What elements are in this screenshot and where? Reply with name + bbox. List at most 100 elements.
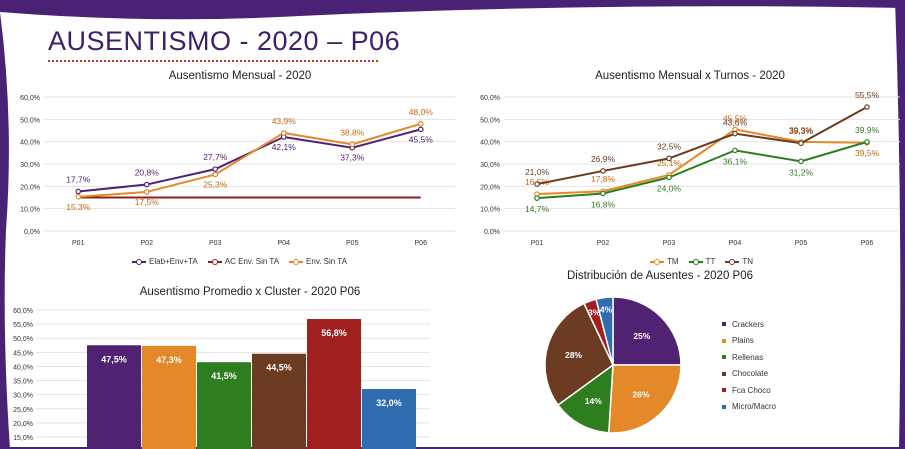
legend-swatch [688, 258, 703, 265]
data-label: 27,7% [203, 152, 228, 162]
data-point [600, 168, 606, 174]
legend-item: Chocolate [722, 366, 776, 383]
data-point [349, 141, 356, 148]
bar-label: 47,5% [101, 354, 127, 364]
legend-item: AC Env. Sin TA [207, 257, 279, 266]
data-label: 43,9% [272, 116, 297, 126]
y-tick-label: 60,0% [13, 308, 33, 315]
data-label: 32,5% [657, 141, 682, 151]
data-label: 38,8% [340, 127, 365, 137]
y-tick-label: 0,0% [24, 229, 40, 236]
y-tick-label: 50,0% [20, 117, 40, 124]
page-title: AUSENTISMO - 2020 – P06 [48, 26, 401, 56]
x-tick-label: P02 [597, 240, 610, 247]
legend-distribucion: Crackers Plains Rellenas Chocolate Fca Choco… [722, 316, 776, 415]
legend-label: TN [742, 257, 754, 266]
data-label: 45,5% [723, 113, 748, 123]
legend-label: Rellenas [732, 352, 764, 362]
y-tick-label: 30,0% [20, 162, 40, 169]
y-tick-label: 45,0% [13, 350, 33, 357]
legend-item: Fca Choco [722, 382, 776, 399]
bar [197, 362, 251, 449]
pie-slice [556, 363, 614, 434]
data-label: 45,5% [409, 134, 434, 144]
y-tick-label: 60,0% [480, 95, 500, 102]
legend-swatch [722, 371, 726, 376]
bar-label: 56,8% [321, 328, 347, 338]
series-line [536, 128, 868, 196]
data-point [417, 120, 424, 127]
data-label: 25,3% [203, 179, 228, 189]
bar-label: 41,5% [211, 371, 237, 381]
series-line [536, 106, 868, 186]
legend-label: Plains [732, 336, 754, 346]
legend-item: Plains [722, 333, 776, 350]
chart-title-turnos: Ausentismo Mensual x Turnos - 2020 [595, 70, 785, 82]
pie-label: 3% [588, 308, 601, 318]
data-label: 20,8% [135, 168, 160, 178]
data-label: 16,8% [591, 199, 616, 209]
legend-swatch [650, 258, 664, 265]
data-point [864, 139, 870, 145]
bar [142, 345, 196, 449]
y-tick-label: 25,0% [13, 407, 33, 414]
data-label: 17,7% [66, 174, 91, 184]
data-label: 39,5% [855, 148, 880, 158]
y-tick-label: 10,0% [480, 207, 500, 214]
chart-turnos: 0,0% 10,0% 20,0% 30,0% 40,0% 50,0% 60,0% P01 P02… [480, 90, 900, 247]
data-label: 36,1% [723, 156, 748, 166]
data-label: 24,0% [657, 183, 682, 193]
y-tick-label: 60,0% [20, 95, 40, 102]
data-point [732, 130, 738, 137]
legend-swatch [722, 404, 726, 409]
legend-swatch [132, 258, 146, 265]
x-tick-label: P05 [795, 240, 808, 247]
legend-label: Chocolate [732, 369, 769, 379]
legend-label: Fca Choco [732, 385, 771, 395]
x-tick-label: P03 [209, 240, 222, 247]
x-tick-label: P04 [278, 240, 291, 247]
chart-cluster: 15,0% 20,0% 25,0% 30,0% 35,0% 40,0% 45,0% 50,0%… [13, 308, 430, 449]
data-point [534, 181, 540, 187]
x-tick-label: P02 [141, 240, 154, 247]
y-tick-label: 35,0% [13, 379, 33, 386]
x-tick-label: P01 [72, 240, 85, 247]
legend-label: Env. Sin TA [306, 257, 347, 266]
x-tick-label: P05 [346, 240, 359, 247]
chart-distribucion: 25% 26% 14% 28% 3% 4% [544, 296, 682, 434]
data-label: 21,0% [525, 167, 550, 177]
legend-swatch [722, 322, 726, 327]
data-label: 26,9% [591, 154, 616, 164]
bar-label: 47,3% [156, 355, 182, 365]
data-point [732, 147, 738, 154]
data-label: 48,0% [409, 107, 434, 117]
y-tick-label: 0,0% [484, 229, 500, 236]
chart-title-distribucion: Distribución de Ausentes - 2020 P06 [566, 270, 754, 282]
y-tick-label: 20,0% [20, 184, 40, 191]
data-point [212, 166, 219, 172]
legend-turnos: TM TT TN [650, 257, 753, 266]
bar-label: 32,0% [376, 398, 402, 408]
data-point [666, 155, 672, 162]
legend-label: Elab+Env+TA [149, 257, 198, 266]
pie-label: 25% [633, 331, 650, 341]
data-label: 17,5% [135, 197, 160, 207]
data-point [798, 158, 804, 165]
legend-label: Micro/Macro [732, 402, 777, 412]
y-tick-label: 10,0% [20, 207, 40, 214]
y-tick-label: 30,0% [480, 162, 500, 169]
data-label: 37,3% [340, 153, 365, 163]
legend-item: Micro/Macro [722, 399, 776, 416]
data-label: 17,8% [591, 174, 616, 184]
legend-swatch [722, 338, 726, 343]
x-tick-label: P06 [861, 240, 874, 247]
data-point [75, 188, 82, 195]
y-tick-label: 20,0% [13, 421, 33, 428]
legend-item: Env. Sin TA [289, 257, 347, 266]
series-line [78, 122, 422, 198]
data-point [798, 140, 804, 147]
data-label: 55,5% [855, 90, 880, 100]
legend-swatch [289, 258, 304, 265]
pie-slice [612, 296, 682, 366]
